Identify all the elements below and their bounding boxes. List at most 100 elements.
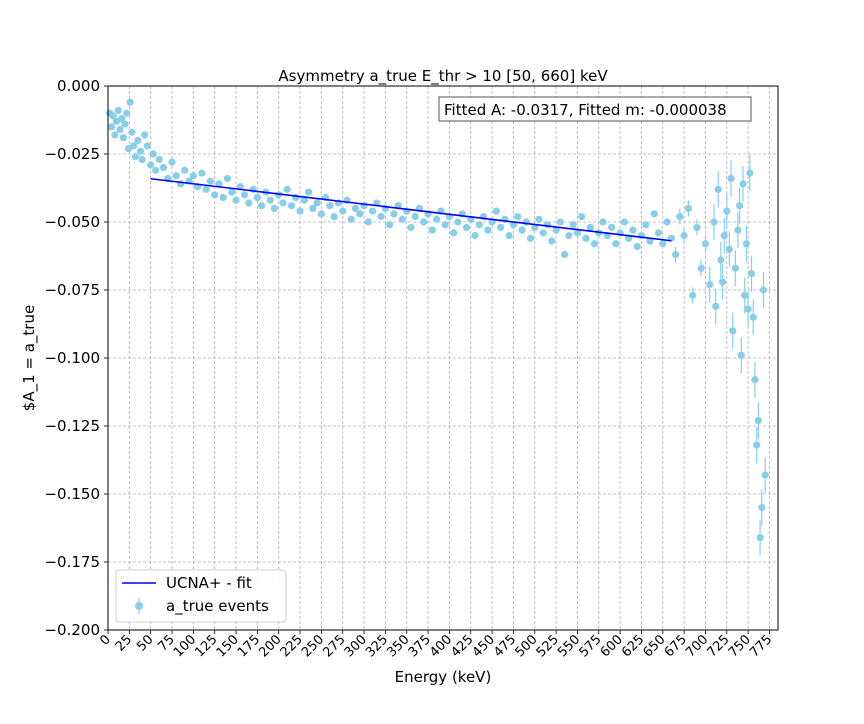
data-point [725, 231, 733, 268]
data-point [471, 232, 479, 240]
point-marker [330, 212, 338, 221]
point-marker [189, 172, 197, 180]
data-point [729, 312, 737, 349]
point-marker [462, 223, 471, 232]
point-marker [356, 210, 364, 218]
point-marker [556, 218, 564, 226]
point-marker [697, 264, 705, 272]
point-marker [654, 229, 663, 237]
point-marker [270, 204, 279, 212]
data-point [283, 185, 291, 193]
data-point [746, 155, 754, 192]
point-marker [236, 183, 244, 191]
data-point [717, 242, 725, 279]
data-point [215, 180, 223, 188]
data-point [590, 240, 599, 248]
point-marker [650, 210, 658, 218]
data-point [313, 199, 321, 207]
data-point [723, 193, 731, 230]
data-point [556, 218, 564, 226]
data-point [253, 193, 261, 202]
data-point [114, 106, 122, 115]
data-point [368, 207, 377, 215]
data-point [734, 212, 742, 249]
data-point [607, 223, 616, 232]
point-marker [275, 191, 283, 199]
data-point [756, 519, 764, 556]
point-marker [377, 212, 385, 221]
y-tick-label: −0.050 [44, 213, 100, 231]
point-marker [116, 125, 124, 134]
point-marker [620, 218, 628, 226]
data-point [462, 223, 471, 232]
point-marker [756, 533, 764, 542]
point-marker [304, 188, 313, 196]
data-point [236, 183, 244, 191]
data-point [737, 337, 745, 374]
data-point [411, 212, 419, 221]
fit-annotation: Fitted A: -0.0317, Fitted m: -0.000038 [438, 96, 752, 122]
data-point [539, 229, 547, 237]
point-marker [693, 223, 701, 232]
point-marker [149, 150, 157, 158]
data-point [727, 160, 735, 197]
point-marker [364, 218, 372, 226]
data-point [147, 161, 155, 169]
data-point [339, 207, 347, 215]
point-marker [646, 237, 654, 245]
data-point [364, 218, 372, 226]
point-marker [727, 174, 735, 183]
legend: UCNA+ - fit a_true events [115, 569, 287, 623]
data-point [731, 250, 739, 287]
point-marker [712, 302, 720, 310]
data-point [758, 489, 766, 526]
data-point [578, 212, 586, 221]
point-marker [475, 221, 483, 229]
point-marker [168, 158, 176, 166]
data-point [432, 215, 441, 223]
data-point [266, 196, 274, 204]
data-point [107, 123, 116, 131]
y-axis-ticks: 0.000 −0.025 −0.050 −0.075 −0.100 −0.125 −0.15… [44, 77, 108, 639]
point-marker [714, 185, 722, 193]
point-marker [659, 240, 667, 248]
y-tick-label: −0.025 [44, 145, 100, 163]
data-point [141, 131, 149, 139]
point-marker [118, 115, 126, 123]
data-point [526, 234, 535, 242]
point-marker [526, 234, 535, 242]
point-marker [742, 240, 751, 248]
data-point [172, 172, 180, 180]
y-tick-label: −0.175 [44, 553, 100, 571]
point-marker [181, 166, 189, 174]
annotation-text: Fitted A: -0.0317, Fitted m: -0.000038 [444, 101, 727, 119]
data-point [561, 251, 569, 259]
point-marker [121, 120, 129, 128]
point-marker [723, 207, 731, 215]
data-point [505, 232, 513, 240]
annotation-box [438, 96, 752, 122]
data-point [565, 232, 573, 240]
data-point [232, 196, 240, 204]
data-point [240, 191, 249, 199]
data-point [275, 191, 283, 199]
data-point [654, 229, 663, 237]
point-marker [739, 180, 747, 188]
point-marker [582, 234, 590, 242]
point-marker [701, 240, 710, 248]
point-marker [689, 291, 697, 300]
data-point [742, 225, 751, 262]
data-point [149, 150, 157, 158]
point-marker [531, 223, 539, 232]
data-point [245, 199, 253, 207]
data-point [693, 219, 701, 236]
data-point [475, 221, 483, 229]
data-point [629, 226, 637, 234]
fit-line [150, 178, 672, 242]
point-marker [313, 199, 321, 207]
data-point [223, 174, 232, 183]
point-marker [136, 147, 145, 155]
data-point [116, 125, 124, 134]
data-point [128, 128, 136, 136]
point-marker [155, 155, 163, 164]
